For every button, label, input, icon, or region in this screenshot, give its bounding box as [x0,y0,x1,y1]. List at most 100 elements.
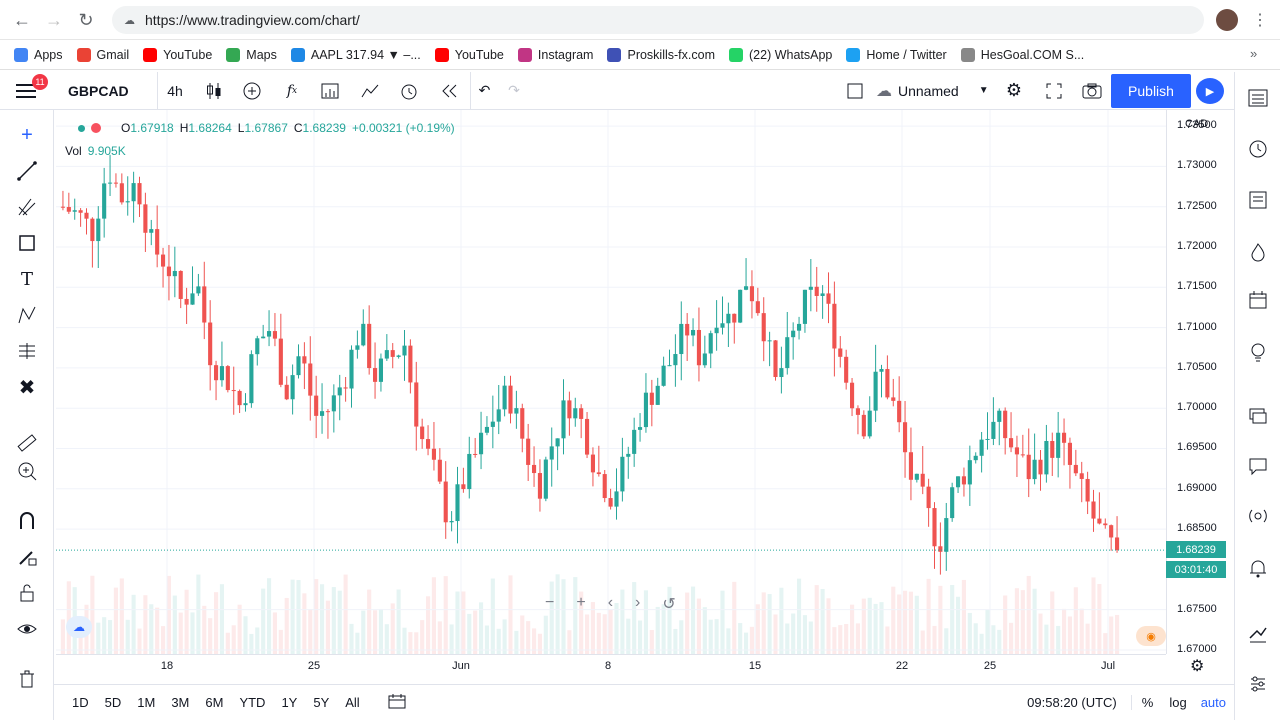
bookmark-item[interactable]: Gmail [76,47,129,62]
clock-time[interactable]: 09:58:20 (UTC) [1027,695,1132,710]
trendline-icon[interactable] [12,156,42,186]
fullscreen-icon[interactable] [1040,72,1068,110]
reset-chart-icon[interactable]: ↺ [662,596,676,613]
lock-drawing-icon[interactable] [12,542,42,572]
reload-icon[interactable]: ↻ [78,9,94,30]
calendar-icon[interactable] [1244,286,1272,314]
bookmark-item[interactable]: Instagram [517,47,594,62]
price-axis[interactable]: CAD 1.73500 1.73000 1.72500 1.72000 1.71500 1… [1166,110,1234,655]
candle-body [225,366,230,391]
scroll-right-icon[interactable]: › [635,594,641,611]
bookmark-label: Instagram [537,47,594,62]
candle-body [897,400,902,423]
ideas-icon[interactable] [1244,338,1272,366]
alert-icon[interactable] [395,72,423,110]
bookmark-item[interactable]: Maps [226,47,277,62]
signal-icon[interactable] [1244,502,1272,530]
scroll-left-icon[interactable]: ‹ [607,594,614,611]
range-button[interactable]: 1M [137,695,156,710]
magnet-icon[interactable] [12,506,42,536]
undo-icon[interactable]: ↶ [470,71,498,110]
log-toggle[interactable]: log [1169,695,1187,710]
volume-bar [125,619,130,654]
candles-icon[interactable] [200,72,228,110]
percent-toggle[interactable]: % [1141,695,1154,710]
range-button[interactable]: 6M [205,695,224,710]
tradingview-logo-icon[interactable]: ☁ [66,616,92,638]
bookmark-item[interactable]: AAPL 317.94 ▼ –... [290,47,421,62]
menu-icon[interactable] [10,72,42,110]
pattern-icon[interactable] [12,300,42,330]
financials-icon[interactable] [356,72,384,110]
symbol-search[interactable]: GBPCAD [58,71,158,110]
trading-panel-icon[interactable] [1244,620,1272,648]
range-button[interactable]: 1D [72,695,89,710]
range-button[interactable]: 5Y [313,695,330,710]
price-chart[interactable] [56,110,1166,654]
play-icon[interactable]: ▶ [1196,78,1224,104]
bookmark-item[interactable]: YouTube [143,47,212,62]
bookmark-item[interactable]: Proskills-fx.com [607,47,715,62]
ruler-icon[interactable] [12,428,42,458]
bookmark-item[interactable]: YouTube [434,47,504,62]
compare-icon[interactable] [238,72,266,110]
auto-toggle[interactable]: auto [1200,695,1226,710]
publish-button[interactable]: Publish [1111,74,1191,108]
crosshair-icon[interactable]: + [21,123,33,146]
time-axis[interactable]: 18 25 Jun 8 15 22 25 Jul [56,654,1166,684]
rectangle-icon[interactable] [12,228,42,258]
hotlist-icon[interactable] [1244,238,1272,266]
volume-bar [231,625,236,654]
layout-icon[interactable] [842,72,868,110]
streams-icon[interactable] [1244,402,1272,430]
notifications-icon[interactable] [1244,554,1272,582]
unlock-icon[interactable] [12,578,42,608]
bookmark-item[interactable]: Apps [14,47,63,62]
settings-icon[interactable]: ⚙ [1005,80,1023,100]
camera-icon[interactable] [1078,72,1106,110]
range-button[interactable]: YTD [239,695,266,710]
zoom-in-icon[interactable] [12,456,42,486]
data-window-icon[interactable] [1244,186,1272,214]
zoom-in-nav-icon[interactable]: + [576,594,586,611]
bookmark-item[interactable]: HesGoal.COM S... [960,47,1084,62]
chart-pane[interactable] [56,110,1166,654]
replay-icon[interactable] [435,72,463,110]
close-icon[interactable]: ✖ [18,376,36,399]
info-icon: ☁ [124,14,135,27]
watchlist-icon[interactable] [1244,84,1272,112]
bookmarks-overflow-icon[interactable]: » [1250,46,1258,61]
interval-button[interactable]: 4h [167,82,183,99]
templates-icon[interactable] [316,72,344,110]
url-input[interactable]: ☁ https://www.tradingview.com/chart/ [112,6,1204,34]
range-button[interactable]: 5D [104,695,122,710]
pitchfork-icon[interactable] [12,192,42,222]
bookmark-item[interactable]: (22) WhatsApp [729,47,832,62]
range-button[interactable]: All [345,695,360,710]
profile-avatar[interactable] [1216,9,1238,31]
browser-menu-icon[interactable]: ⋮ [1252,12,1268,29]
text-icon[interactable]: T [20,268,33,290]
alerts-clock-icon[interactable] [1244,134,1272,162]
range-button[interactable]: 1Y [281,695,298,710]
events-flag-icon[interactable]: ◉ [1136,626,1166,646]
candle-body [991,421,996,439]
more-options-icon[interactable] [1244,670,1272,698]
eye-icon[interactable] [12,614,42,644]
date-range-icon[interactable] [388,693,406,712]
trash-icon[interactable] [12,664,42,694]
volume-bar [372,610,378,654]
bookmark-item[interactable]: Home / Twitter [846,47,947,62]
back-icon[interactable]: ← [13,9,31,30]
volume-bar [461,591,466,654]
axis-settings-icon[interactable]: ⚙ [1190,658,1205,675]
zoom-out-icon[interactable]: − [545,594,555,611]
chats-icon[interactable] [1244,452,1272,480]
volume-bar [973,623,978,654]
redo-icon[interactable]: ↷ [508,82,520,98]
layout-name-dropdown[interactable]: ☁ Unnamed ▼ [876,72,996,110]
forward-icon[interactable]: → [45,9,63,30]
prediction-icon[interactable] [12,336,42,366]
range-button[interactable]: 3M [171,695,190,710]
